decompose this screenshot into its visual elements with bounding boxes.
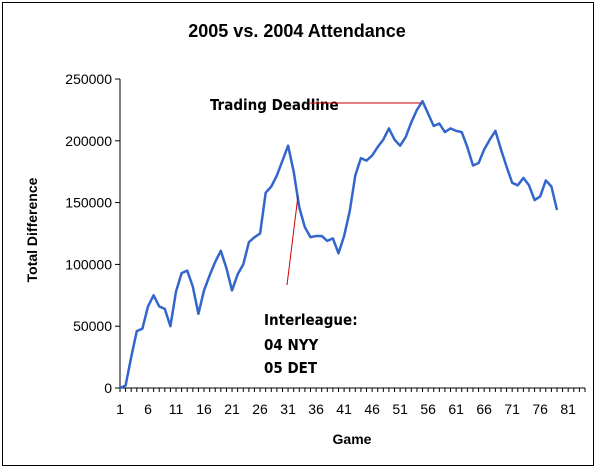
x-tick-label: 21 (224, 401, 240, 417)
series-line (119, 99, 559, 390)
y-tick-label: 50000 (73, 318, 112, 334)
y-tick-label: 0 (104, 380, 112, 396)
y-tick-label: 150000 (65, 195, 112, 211)
x-tick-label: 71 (504, 401, 520, 417)
x-tick-label: 76 (532, 401, 548, 417)
x-axis-label: Game (333, 431, 372, 447)
x-tick-label: 11 (169, 401, 184, 417)
axes (119, 79, 585, 389)
annotation-pointer (286, 195, 299, 286)
x-tick-label: 46 (364, 401, 380, 417)
x-tick-label: 16 (196, 401, 212, 417)
x-tick-label: 31 (280, 401, 296, 417)
y-axis-label: Total Difference (24, 177, 40, 282)
annotation-label: 05 DET (264, 359, 318, 377)
x-tick-label: 81 (560, 401, 576, 417)
x-tick-label: 51 (392, 401, 408, 417)
x-tick-label: 41 (336, 401, 352, 417)
annotations: Trading Deadline Interleague: 04 NYY 05 DET (210, 96, 421, 377)
x-tick-label: 66 (476, 401, 492, 417)
annotation-label: Trading Deadline (210, 96, 339, 114)
x-tick-label: 1 (116, 401, 124, 417)
y-tick-label: 100000 (65, 256, 112, 272)
y-tick-label: 200000 (65, 133, 112, 149)
annotation-label: 04 NYY (264, 336, 319, 354)
x-tick-label: 56 (420, 401, 436, 417)
x-tick-label: 36 (308, 401, 324, 417)
x-tick-label: 6 (144, 401, 152, 417)
x-tick-label: 26 (252, 401, 268, 417)
y-tick-label: 250000 (65, 71, 112, 87)
chart-title: 2005 vs. 2004 Attendance (188, 21, 405, 41)
series-group (119, 99, 559, 390)
x-tick-label: 61 (448, 401, 464, 417)
annotation-label: Interleague: (264, 311, 358, 329)
